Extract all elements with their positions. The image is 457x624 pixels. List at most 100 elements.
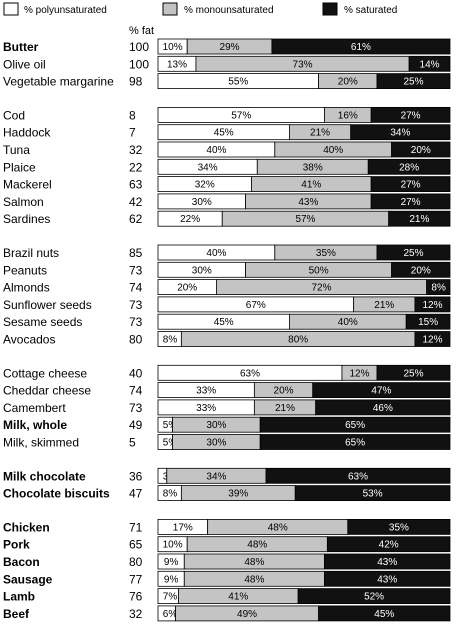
bar-segment-sat-bacon — [324, 553, 451, 570]
bar-segment-sat-cheddar-cheese — [312, 382, 451, 399]
fat-column-header: % fat — [129, 25, 154, 37]
data-label-mono-milk-whole: 30% — [206, 420, 226, 431]
bar-segment-sat-plaice — [367, 158, 451, 175]
chart-row-pork: Pork 65 10% 48% 42% — [3, 536, 451, 553]
bar-segment-sat-olive-oil — [408, 55, 451, 72]
bar-segment-sat-sesame-seeds — [405, 313, 451, 330]
fat-value-vegetable-margarine: 98 — [129, 75, 143, 89]
data-label-sat-almonds: 8% — [431, 283, 446, 294]
fat-value-salmon: 42 — [129, 195, 143, 209]
data-label-mono-cod: 16% — [338, 110, 358, 121]
data-label-mono-cheddar-cheese: 20% — [274, 386, 294, 397]
chart-row-avocados: Avocados 80 8% 80% 12% — [3, 331, 451, 347]
data-label-sat-camembert: 46% — [373, 403, 393, 414]
data-label-sat-vegetable-margarine: 25% — [403, 77, 423, 88]
data-label-mono-lamb: 41% — [228, 592, 248, 603]
data-label-sat-haddock: 34% — [390, 128, 410, 139]
chart-rows: Butter 100 10% 29% 61% Olive oil 100 13% 73% 14% V… — [3, 38, 451, 622]
item-label-cottage-cheese: Cottage cheese — [3, 366, 87, 380]
item-label-avocados: Avocados — [3, 333, 55, 347]
chart-row-sunflower-seeds: Sunflower seeds 73 67% 21% 12% — [3, 296, 451, 313]
data-label-mono-sesame-seeds: 40% — [338, 317, 358, 328]
data-label-poly-cottage-cheese: 63% — [240, 368, 260, 379]
chart-row-chicken: Chicken 71 17% 48% 35% — [3, 519, 451, 535]
fat-value-butter: 100 — [129, 40, 149, 54]
data-label-poly-vegetable-margarine: 55% — [228, 77, 248, 88]
legend-label-polyunsaturated: % polyunsaturated — [24, 5, 107, 16]
chart-row-salmon: Salmon 42 30% 43% 27% — [3, 193, 451, 210]
data-label-sat-milk-skimmed: 65% — [345, 438, 365, 449]
bar-segment-sat-mackerel — [370, 176, 451, 193]
item-label-pork: Pork — [3, 538, 30, 552]
item-label-bacon: Bacon — [3, 555, 40, 569]
data-label-sat-milk-whole: 65% — [345, 420, 365, 431]
data-label-mono-butter: 29% — [220, 42, 240, 53]
fat-value-haddock: 7 — [129, 126, 136, 140]
item-label-cheddar-cheese: Cheddar cheese — [3, 384, 91, 398]
data-label-sat-cottage-cheese: 25% — [403, 368, 423, 379]
bar-segment-sat-sardines — [388, 210, 451, 227]
fat-value-sardines: 62 — [129, 212, 143, 226]
fat-value-lamb: 76 — [129, 590, 143, 604]
item-label-lamb: Lamb — [3, 590, 35, 604]
data-label-mono-camembert: 21% — [275, 403, 295, 414]
legend: % polyunsaturated % monounsaturated % sa… — [3, 2, 397, 16]
chart-row-milk-skimmed: Milk, skimmed 5 5% 30% 65% — [3, 434, 451, 450]
data-label-poly-avocados: 8% — [163, 335, 178, 346]
data-label-poly-sardines: 22% — [180, 214, 200, 225]
fat-value-avocados: 80 — [129, 333, 143, 347]
bar-segment-sat-peanuts — [391, 261, 451, 278]
data-label-poly-chicken: 17% — [173, 522, 193, 533]
data-label-poly-chocolate-biscuits: 8% — [163, 489, 178, 500]
data-label-poly-brazil-nuts: 40% — [206, 248, 226, 259]
data-label-sat-bacon: 43% — [377, 557, 397, 568]
legend-swatch-monounsaturated — [162, 2, 178, 16]
data-label-mono-sunflower-seeds: 21% — [374, 300, 394, 311]
fat-value-cheddar-cheese: 74 — [129, 384, 143, 398]
chart-row-olive-oil: Olive oil 100 13% 73% 14% — [3, 55, 451, 72]
legend-swatch-polyunsaturated — [3, 2, 19, 16]
item-label-sesame-seeds: Sesame seeds — [3, 315, 82, 329]
data-label-poly-pork: 10% — [163, 540, 183, 551]
fat-value-sesame-seeds: 73 — [129, 315, 143, 329]
data-label-mono-salmon: 43% — [298, 197, 318, 208]
data-label-sat-brazil-nuts: 25% — [403, 248, 423, 259]
item-label-milk-chocolate: Milk chocolate — [3, 469, 86, 483]
bar-segment-sat-butter — [271, 38, 451, 55]
data-label-sat-salmon: 27% — [401, 197, 421, 208]
data-label-mono-sardines: 57% — [295, 214, 315, 225]
fat-value-peanuts: 73 — [129, 263, 143, 277]
bar-segment-sat-salmon — [370, 193, 451, 210]
chart-row-beef: Beef 32 6% 49% 45% — [3, 605, 451, 622]
item-label-mackerel: Mackerel — [3, 178, 52, 192]
chart-row-plaice: Plaice 22 34% 38% 28% — [3, 158, 451, 175]
data-label-poly-milk-whole: 5% — [163, 420, 178, 431]
data-label-mono-milk-chocolate: 34% — [206, 471, 226, 482]
data-label-poly-salmon: 30% — [192, 197, 212, 208]
data-label-mono-olive-oil: 73% — [293, 59, 313, 70]
chart-row-lamb: Lamb 76 7% 41% 52% — [3, 588, 451, 604]
bar-segment-sat-sausage — [324, 570, 451, 587]
data-label-poly-sunflower-seeds: 67% — [246, 300, 266, 311]
chart-row-almonds: Almonds 74 20% 72% 8% — [3, 279, 451, 296]
data-label-sat-chicken: 35% — [389, 522, 409, 533]
data-label-sat-cod: 27% — [401, 110, 421, 121]
chart-row-bacon: Bacon 80 9% 48% 43% — [3, 553, 451, 570]
item-label-haddock: Haddock — [3, 126, 51, 140]
data-label-sat-sunflower-seeds: 12% — [422, 300, 442, 311]
data-label-sat-cheddar-cheese: 47% — [371, 386, 391, 397]
data-label-mono-beef: 49% — [237, 609, 257, 620]
item-label-plaice: Plaice — [3, 160, 36, 174]
item-label-beef: Beef — [3, 607, 30, 621]
fat-value-milk-skimmed: 5 — [129, 436, 136, 450]
chart-row-sardines: Sardines 62 22% 57% 21% — [3, 210, 451, 227]
bar-segment-sat-milk-chocolate — [265, 467, 451, 484]
bar-segment-sat-haddock — [350, 124, 451, 141]
chart-row-vegetable-margarine: Vegetable margarine 98 55% 20% 25% — [3, 73, 451, 89]
data-label-sat-beef: 45% — [374, 609, 394, 620]
bar-segment-sat-cottage-cheese — [376, 364, 451, 381]
fat-value-cod: 8 — [129, 108, 136, 122]
fat-value-tuna: 32 — [129, 143, 143, 157]
chart-row-cottage-cheese: Cottage cheese 40 63% 12% 25% — [3, 364, 451, 381]
